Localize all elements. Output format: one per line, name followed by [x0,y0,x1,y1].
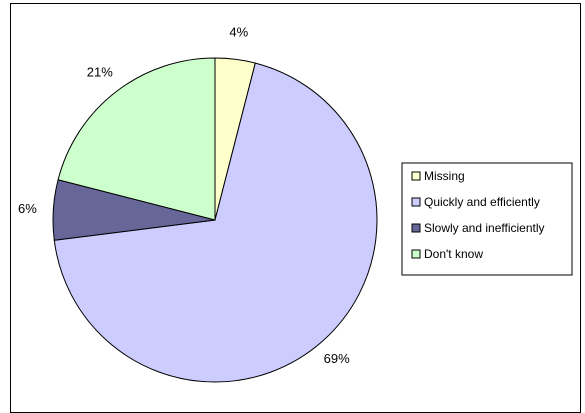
legend-box [401,162,573,276]
legend-swatch [411,249,421,259]
legend-entry: Quickly and efficiently [424,195,540,209]
legend-swatch [411,197,421,207]
pie-data-labels: 4% 69% 6% 21% [18,25,350,367]
pie-data-label: 69% [324,351,350,366]
pie-data-label: 4% [229,25,248,40]
legend-swatch [411,223,421,233]
pie-slice-quickly-and-efficiently [53,62,378,383]
pie-data-label: 6% [18,201,37,216]
legend-entry: Don't know [424,247,483,261]
legend-entry: Slowly and inefficiently [424,221,545,235]
legend-swatch [411,171,421,181]
pie-data-label: 21% [87,65,113,80]
pie-chart: 4% 69% 6% 21% Missing Quickly and efficientl… [18,25,573,383]
legend: Missing Quickly and efficiently Slowly and… [401,162,573,276]
pie-slices [52,57,378,383]
pie-slice-don-t-know [57,57,216,221]
legend-entry: Missing [424,169,465,183]
chart-area: 4% 69% 6% 21% Missing Quickly and efficientl… [10,3,581,413]
